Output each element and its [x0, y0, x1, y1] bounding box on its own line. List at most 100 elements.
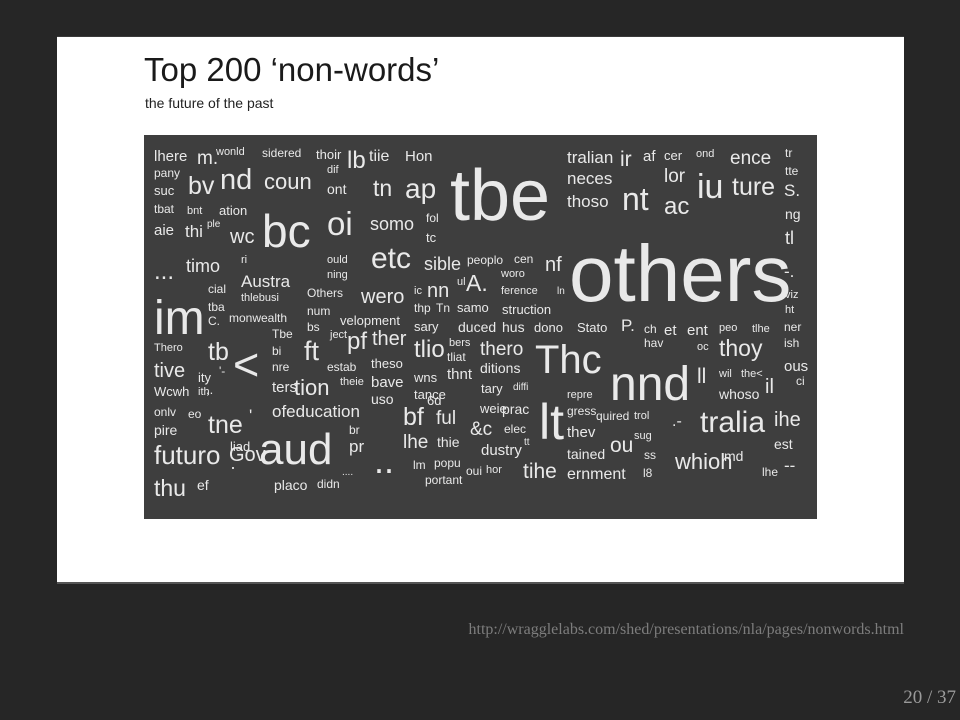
cloud-word: popu [434, 456, 461, 470]
cloud-word: portant [425, 473, 463, 487]
cloud-word: nn [427, 280, 450, 302]
cloud-word: wonld [216, 146, 245, 158]
cloud-word: whoso [719, 386, 760, 402]
cloud-word: ple [207, 219, 221, 230]
cloud-word: etc [371, 242, 412, 275]
cloud-word: coun [264, 169, 312, 194]
cloud-word: ul [457, 276, 466, 288]
cloud-word: -- [784, 456, 796, 475]
cloud-word: tiie [369, 148, 390, 165]
cloud-word: timo [186, 256, 221, 276]
cloud-word: wero [361, 286, 405, 308]
cloud-word: ous [784, 358, 809, 375]
cloud-word: ith [198, 386, 210, 398]
cloud-word: theie [340, 376, 364, 388]
cloud-word: ln [557, 286, 565, 297]
cloud-word: peoplo [467, 253, 504, 267]
cloud-word: wil [719, 368, 732, 380]
cloud-word: tlio [414, 336, 445, 363]
cloud-word: ac [664, 193, 690, 220]
cloud-word: suc [154, 183, 175, 198]
cloud-word: tihe [523, 460, 557, 483]
cloud-word: sidered [262, 146, 302, 160]
cloud-word: tc [426, 230, 437, 245]
cloud-word: wc [230, 226, 255, 248]
cloud-word: bave [371, 374, 404, 391]
cloud-word: Stato [577, 320, 608, 335]
cloud-word: Thc [535, 338, 602, 382]
cloud-word: m. [197, 148, 219, 169]
cloud-word: tl [785, 228, 794, 248]
cloud-word: fol [426, 211, 439, 225]
cloud-word: nt [622, 181, 649, 217]
cloud-word: wns [414, 370, 438, 385]
slide: Top 200 ‘non-words’ the future of the pa… [57, 36, 904, 584]
cloud-word: gress [567, 404, 597, 418]
cloud-word: ful [436, 408, 457, 429]
cloud-word: repre [567, 389, 593, 401]
cloud-word: bnt [187, 205, 203, 217]
cloud-word: thu [154, 475, 186, 501]
cloud-word: tba [208, 300, 225, 314]
cloud-word: -. [784, 262, 795, 281]
cloud-word: ditions [480, 360, 521, 376]
cloud-word: thero [480, 339, 524, 360]
cloud-word: thp [414, 301, 431, 315]
cloud-word: viz [785, 289, 799, 301]
cloud-word: tralian [567, 148, 614, 167]
cloud-word: hus [502, 319, 525, 335]
cloud-word: ' [249, 406, 253, 425]
cloud-word: < [233, 339, 260, 390]
cloud-word: Austra [241, 272, 291, 291]
cloud-word: ject [330, 329, 348, 341]
cloud-word: duced [458, 319, 497, 335]
cloud-word: br [349, 423, 360, 437]
cloud-word: ef [197, 477, 209, 493]
cloud-word: dustry [481, 442, 522, 459]
cloud-word: ap [405, 173, 437, 204]
cloud-word: thev [567, 424, 596, 441]
cloud-word: bers [449, 337, 471, 349]
cloud-word: l8 [643, 466, 653, 480]
cloud-word: elec [504, 422, 527, 436]
cloud-word: ic [414, 285, 422, 297]
cloud-word: tr [785, 146, 793, 160]
cloud-word: im [154, 292, 205, 345]
cloud-word: ner [784, 320, 802, 334]
cloud-word: aie [154, 222, 175, 239]
cloud-word: nnd [610, 358, 691, 411]
cloud-word: oi [327, 205, 353, 242]
cloud-word: liad [230, 439, 251, 454]
cloud-word: the< [741, 368, 763, 380]
cloud-word: weie [480, 401, 507, 416]
cloud-word: thoir [316, 147, 342, 162]
source-url[interactable]: http://wragglelabs.com/shed/presentation… [468, 621, 904, 638]
cloud-word: thlebusi [241, 292, 279, 304]
cloud-word: ,. [206, 382, 214, 397]
cloud-word: eo [188, 407, 202, 421]
cloud-word: ou [610, 434, 634, 457]
cloud-word: tained [567, 446, 606, 462]
cloud-word: tbe [450, 156, 551, 236]
cloud-word: ning [327, 269, 348, 281]
cloud-word: thnt [447, 366, 473, 383]
cloud-word: Wcwh [154, 384, 190, 399]
cloud-word: ity [198, 370, 211, 385]
cloud-word: tlhe [752, 323, 770, 335]
cloud-word: .. [374, 440, 395, 481]
cloud-word: .- [672, 413, 682, 430]
cloud-word: ernment [567, 466, 626, 483]
cloud-word: sary [414, 319, 439, 334]
cloud-word: quired [596, 409, 630, 423]
cloud-word: ft [304, 336, 320, 366]
cloud-word: ht [785, 304, 795, 316]
cloud-word: tt [524, 437, 530, 448]
cloud-word: hor [486, 464, 502, 476]
cloud-word: .... [342, 467, 354, 478]
cloud-word: lor [664, 166, 686, 187]
cloud-word: didn [317, 477, 340, 491]
cloud-word: tralia [700, 406, 766, 439]
cloud-word: num [307, 304, 331, 318]
cloud-word: S. [784, 181, 801, 200]
cloud-word: lt [539, 394, 564, 450]
